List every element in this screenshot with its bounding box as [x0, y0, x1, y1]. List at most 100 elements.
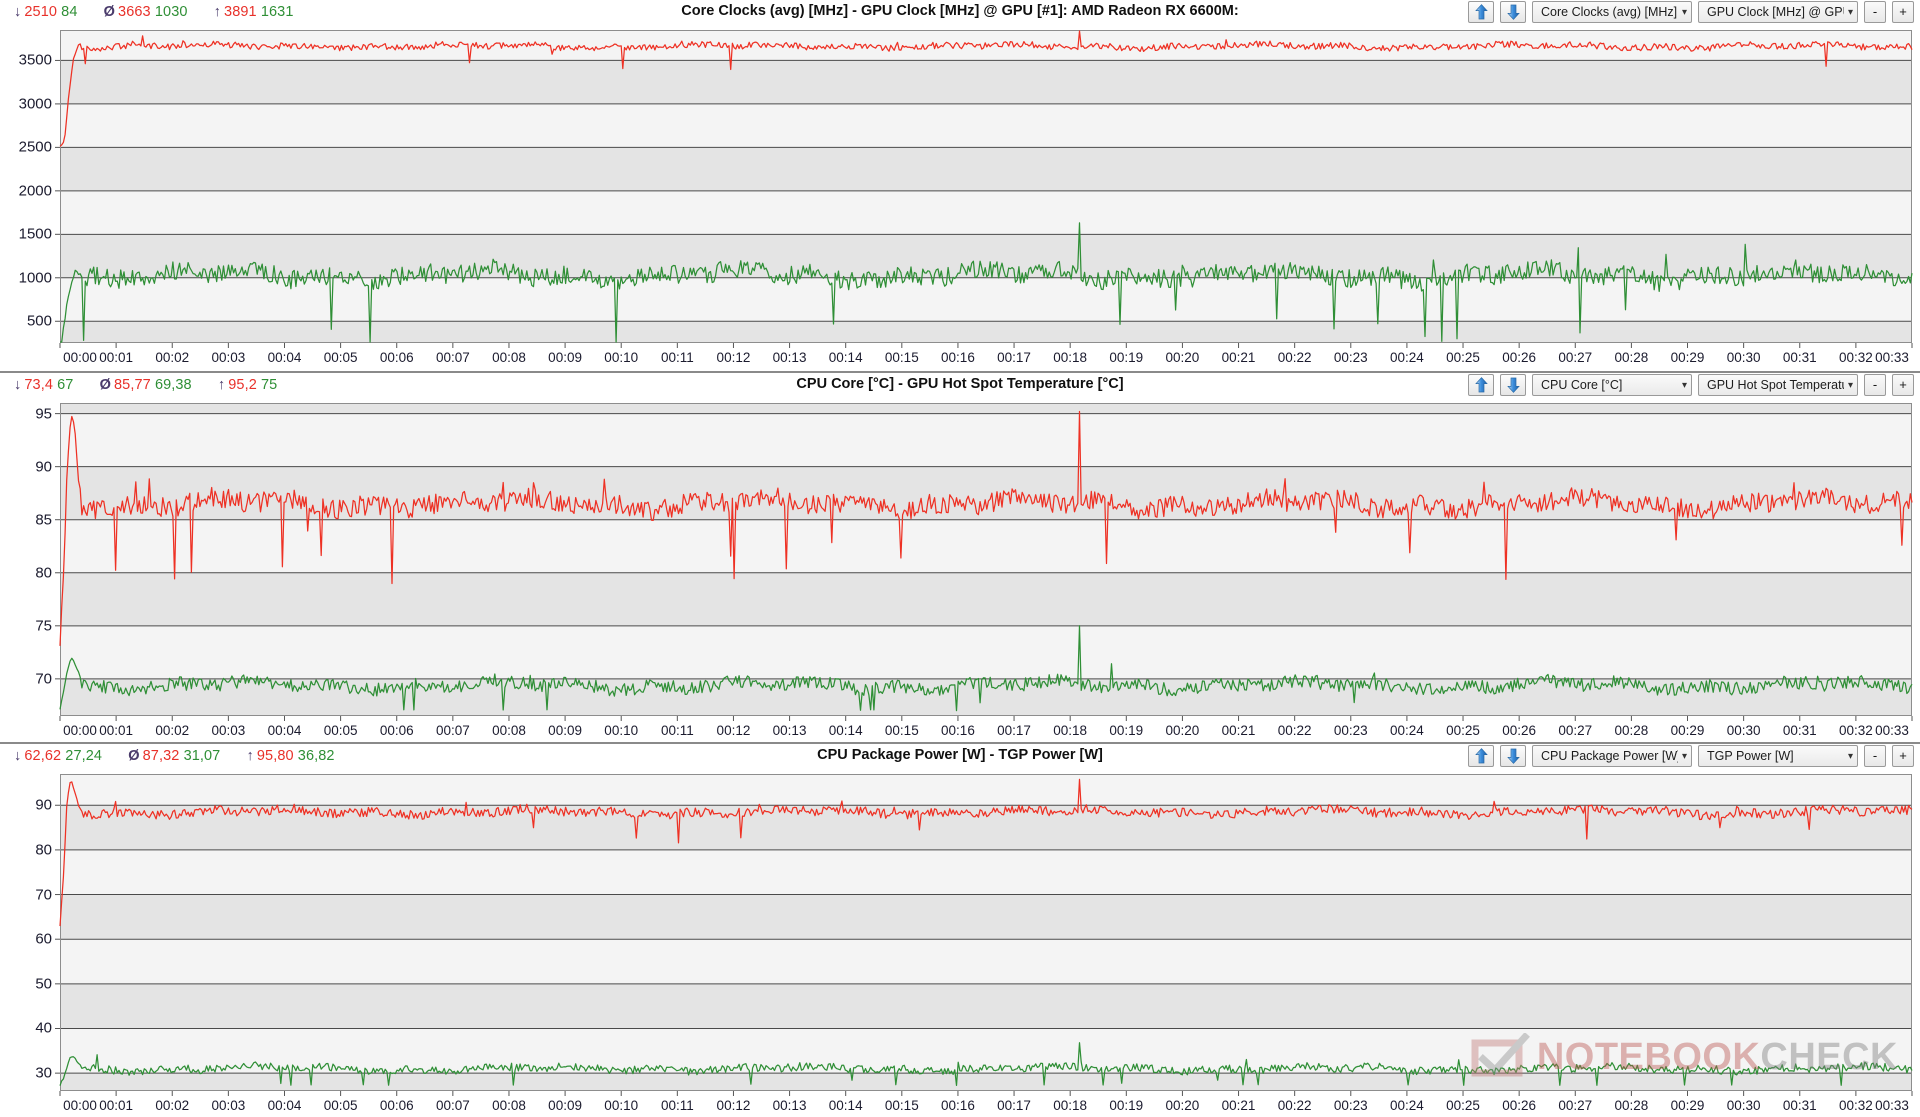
move-down-button[interactable]: [1500, 745, 1526, 767]
y-axis: 70 75 80 85 90 95: [0, 399, 52, 744]
zoom-in-button[interactable]: +: [1892, 745, 1914, 767]
zoom-out-button[interactable]: -: [1864, 1, 1886, 23]
panel-title-right: GPU Hot Spot Temperature [°C]: [906, 376, 1124, 392]
x-axis-tick: 00:16: [941, 1098, 975, 1113]
x-axis-tick: 00:10: [604, 1098, 639, 1113]
max-value-green: 1631: [260, 4, 294, 20]
x-axis-tick: 00:28: [1614, 723, 1649, 738]
x-axis-tick: 00:08: [492, 350, 526, 365]
x-axis-tick: 00:15: [884, 350, 919, 365]
x-axis-tick: 00:15: [884, 1098, 919, 1113]
y-axis-tick: 2500: [18, 138, 52, 156]
arrow-down-icon: [1506, 377, 1520, 393]
zoom-in-button[interactable]: +: [1892, 374, 1914, 396]
panel-temps: ↓ 73,4 67 Ø 85,77 69,38 ↑ 95,2 75 CPU Core …: [0, 371, 1920, 742]
sensor-select-secondary[interactable]: TGP Power [W] ▾: [1698, 745, 1858, 767]
x-axis-tick: 00:07: [435, 723, 470, 738]
panel-controls: CPU Core [°C] ▾ GPU Hot Spot Temperatu ▾…: [1468, 374, 1914, 396]
x-axis-tick: 00:26: [1502, 350, 1537, 365]
move-down-button[interactable]: [1500, 1, 1526, 23]
y-axis-tick: 70: [35, 886, 52, 904]
y-axis-tick: 95: [35, 405, 52, 423]
chevron-down-icon: ▾: [1847, 6, 1853, 18]
panel-header: ↓ 73,4 67 Ø 85,77 69,38 ↑ 95,2 75 CPU Core …: [0, 373, 1920, 399]
panel-title-dash: -: [898, 376, 903, 392]
x-axis-tick: 00:11: [660, 1098, 694, 1113]
min-icon: ↓: [14, 4, 22, 20]
sensor-select-secondary[interactable]: GPU Hot Spot Temperatu ▾: [1698, 374, 1858, 396]
x-axis-tick: 00:17: [997, 350, 1031, 365]
move-up-button[interactable]: [1468, 745, 1494, 767]
x-axis-tick: 00:32: [1838, 350, 1873, 365]
x-axis-tick: 00:01: [99, 723, 134, 738]
chevron-down-icon: ▾: [1847, 750, 1853, 762]
min-value-green: 67: [57, 377, 74, 393]
x-axis-tick: 00:07: [435, 350, 470, 365]
x-axis-tick: 00:06: [379, 350, 414, 365]
x-axis-tick: 00:04: [267, 723, 302, 738]
x-axis-tick: 00:21: [1221, 723, 1256, 738]
min-icon: ↓: [14, 377, 22, 393]
arrow-up-icon: [1474, 377, 1488, 393]
x-axis-tick: 00:22: [1277, 1098, 1312, 1113]
plot-canvas: [0, 770, 1920, 1117]
x-axis-tick: 00:01: [99, 350, 134, 365]
y-axis-tick: 1500: [18, 225, 52, 243]
move-up-button[interactable]: [1468, 1, 1494, 23]
chevron-down-icon: ▾: [1681, 6, 1687, 18]
x-axis-tick: 00:29: [1670, 1098, 1705, 1113]
x-axis-tick: 00:32: [1838, 1098, 1873, 1113]
sensor-select-primary[interactable]: CPU Package Power [W] ▾: [1532, 745, 1692, 767]
x-axis-tick: 00:20: [1165, 1098, 1200, 1113]
sensor-select-primary-label: CPU Package Power [W]: [1541, 749, 1678, 763]
max-icon: ↑: [217, 377, 226, 393]
arrow-up-icon: [1474, 748, 1488, 764]
x-axis-tick: 00:29: [1670, 350, 1705, 365]
x-axis-tick: 00:06: [379, 1098, 414, 1113]
x-axis-tick: 00:13: [772, 723, 807, 738]
x-axis-tick: 00:02: [155, 1098, 190, 1113]
zoom-in-button[interactable]: +: [1892, 1, 1914, 23]
zoom-out-button[interactable]: -: [1864, 745, 1886, 767]
x-axis-tick: 00:02: [155, 350, 190, 365]
chart-area[interactable]: 70 75 80 85 90 95 00:00 00:01 00:02 00:03 00:04 00…: [0, 399, 1920, 744]
min-icon: ↓: [14, 748, 22, 764]
x-axis-tick: 00:21: [1221, 1098, 1256, 1113]
x-axis-tick: 00:11: [660, 723, 694, 738]
chart-area[interactable]: 500 1000 1500 2000 2500 3000 3500 00:00 00:01 00…: [0, 26, 1920, 371]
panel-title-left: CPU Package Power [W]: [817, 747, 986, 763]
y-axis-tick: 70: [35, 670, 52, 688]
move-up-button[interactable]: [1468, 374, 1494, 396]
sensor-select-primary[interactable]: CPU Core [°C] ▾: [1532, 374, 1692, 396]
x-axis-tick: 00:10: [604, 350, 639, 365]
arrow-down-icon: [1506, 748, 1520, 764]
sensor-select-primary[interactable]: Core Clocks (avg) [MHz] ▾: [1532, 1, 1692, 23]
x-axis-tick: 00:33: [1875, 1098, 1909, 1113]
x-axis-tick: 00:18: [1053, 723, 1088, 738]
x-axis-tick: 00:08: [492, 1098, 526, 1113]
sensor-select-primary-label: Core Clocks (avg) [MHz]: [1541, 5, 1678, 19]
max-value-green: 36,82: [297, 748, 335, 764]
x-axis-tick: 00:18: [1053, 350, 1088, 365]
x-axis-tick: 00:30: [1726, 723, 1761, 738]
min-value-red: 62,62: [24, 748, 62, 764]
y-axis-tick: 1000: [18, 269, 52, 287]
chart-area[interactable]: 30 40 50 60 70 80 90 00:00 00:01 00:02 00:03 00:04…: [0, 770, 1920, 1117]
chevron-down-icon: ▾: [1847, 379, 1853, 391]
x-axis-tick: 00:33: [1875, 723, 1909, 738]
avg-value-green: 31,07: [183, 748, 221, 764]
x-axis-tick: 00:32: [1838, 723, 1873, 738]
x-axis-tick: 00:12: [716, 1098, 751, 1113]
x-axis-tick: 00:05: [323, 1098, 358, 1113]
panel-title-dash: -: [989, 747, 995, 763]
x-axis-tick: 00:25: [1446, 723, 1480, 738]
x-axis-tick: 00:00: [63, 723, 97, 738]
zoom-out-button[interactable]: -: [1864, 374, 1886, 396]
panel-title-left: Core Clocks (avg) [MHz]: [681, 3, 849, 19]
x-axis-tick: 00:24: [1390, 350, 1424, 365]
sensor-select-secondary[interactable]: GPU Clock [MHz] @ GPU ▾: [1698, 1, 1858, 23]
x-axis-tick: 00:22: [1277, 350, 1312, 365]
x-axis-tick: 00:13: [772, 350, 807, 365]
x-axis-tick: 00:24: [1390, 1098, 1424, 1113]
move-down-button[interactable]: [1500, 374, 1526, 396]
